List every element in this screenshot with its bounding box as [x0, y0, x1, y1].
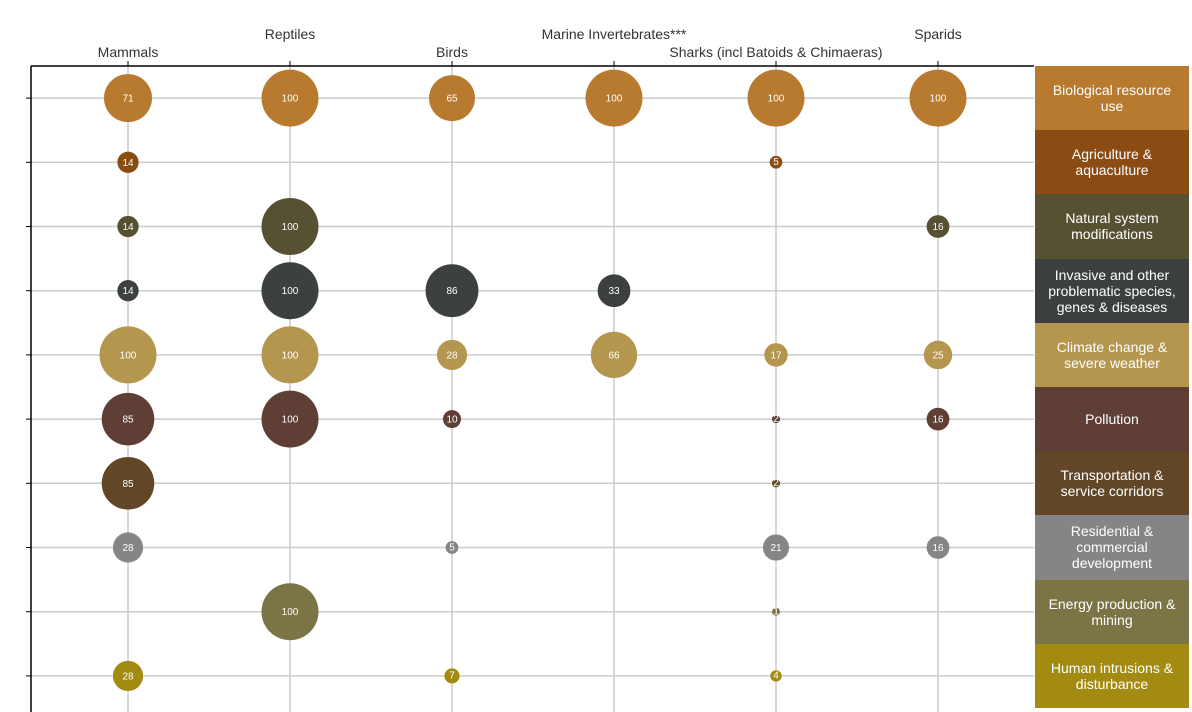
bubble — [261, 390, 319, 448]
bubble — [923, 340, 953, 370]
bubble — [261, 262, 319, 320]
bubble-value-label: 86 — [446, 286, 458, 297]
bubble — [445, 541, 459, 554]
bubble — [764, 343, 788, 367]
bubble — [261, 583, 319, 641]
bubble — [103, 74, 153, 123]
bubble-value-label: 100 — [930, 94, 947, 105]
bubble-value-label: 2 — [773, 414, 779, 425]
bubble-value-label: 25 — [932, 350, 944, 361]
bubble — [429, 75, 475, 122]
row-label: Human intrusions & disturbance — [1035, 643, 1189, 708]
bubble-value-label: 100 — [282, 94, 299, 105]
row-label: Energy production & mining — [1035, 579, 1189, 644]
bubble-value-label: 100 — [768, 94, 785, 105]
bubble-value-label: 14 — [122, 222, 134, 233]
bubble-value-label: 16 — [932, 415, 944, 426]
bubble — [117, 151, 139, 173]
bubble-value-label: 16 — [932, 222, 944, 233]
column-label: Sparids — [914, 26, 961, 42]
bubble — [261, 326, 319, 384]
bubble-value-label: 28 — [122, 543, 134, 554]
bubble — [261, 69, 319, 127]
bubble — [585, 69, 643, 127]
bubble-value-label: 66 — [608, 350, 620, 361]
row-label: Climate change & severe weather — [1035, 322, 1189, 387]
row-label: Residential & commercial development — [1035, 515, 1189, 580]
bubble — [436, 339, 468, 370]
bubble-value-label: 10 — [446, 415, 458, 426]
column-label: Sharks (incl Batoids & Chimaeras) — [669, 44, 882, 60]
bubble — [926, 407, 950, 431]
bubble-value-label: 28 — [122, 671, 134, 682]
row-label: Transportation & service corridors — [1035, 451, 1189, 516]
bubble-value-label: 17 — [770, 350, 782, 361]
bubble — [117, 215, 139, 238]
bubble-value-label: 21 — [770, 543, 782, 554]
bubble — [771, 415, 781, 424]
column-label: Marine Invertebrates*** — [542, 26, 687, 42]
row-label: Pollution — [1035, 387, 1189, 452]
bubble — [442, 410, 462, 429]
bubble — [926, 215, 950, 238]
column-label: Mammals — [98, 44, 159, 60]
gridlines — [31, 66, 1034, 712]
bubble-value-label: 14 — [122, 286, 134, 297]
bubble-value-label: 5 — [449, 542, 455, 553]
row-label: Natural system modifications — [1035, 194, 1189, 259]
bubble — [425, 264, 479, 318]
bubble-value-label: 85 — [122, 479, 134, 490]
bubble-value-label: 100 — [282, 607, 299, 618]
row-label: Biological resource use — [1035, 66, 1189, 131]
bubble — [444, 668, 460, 684]
bubble-value-label: 16 — [932, 543, 944, 554]
bubble-value-label: 5 — [773, 157, 779, 168]
bubble — [112, 660, 144, 691]
bubble — [261, 198, 319, 255]
bubble-value-label: 28 — [446, 350, 458, 361]
bubble — [926, 536, 950, 559]
bubble — [769, 155, 783, 169]
bubble — [772, 607, 780, 616]
bubble — [909, 69, 967, 127]
bubble — [597, 274, 631, 308]
bubble-value-label: 100 — [282, 415, 299, 426]
bubble-value-label: 4 — [773, 671, 779, 682]
bubble — [99, 326, 157, 384]
bubble-value-label: 100 — [606, 94, 623, 105]
column-labels: Mammals Reptiles Birds Marine Invertebrates… — [98, 26, 962, 60]
column-label: Birds — [436, 44, 468, 60]
bubble-value-label: 2 — [773, 478, 779, 489]
row-label: Agriculture & aquaculture — [1035, 130, 1189, 195]
column-label: Reptiles — [265, 26, 316, 42]
bubble — [770, 670, 782, 682]
bubble — [590, 331, 638, 379]
bubble-value-label: 85 — [122, 415, 134, 426]
bubble-value-label: 33 — [608, 286, 620, 297]
row-label: Invasive and other problematic species, … — [1035, 258, 1189, 323]
bubble — [112, 532, 144, 563]
bubble-value-label: 100 — [282, 286, 299, 297]
chart-frame — [26, 61, 1034, 712]
bubble — [762, 534, 790, 561]
bubble — [771, 479, 781, 488]
bubble-value-label: 100 — [120, 350, 137, 361]
bubble — [101, 457, 155, 510]
bubble-value-label: 7 — [449, 671, 455, 682]
bubble — [747, 69, 805, 127]
bubble-value-label: 1 — [773, 607, 779, 618]
bubble-value-label: 14 — [122, 158, 134, 169]
bubble-value-label: 100 — [282, 222, 299, 233]
bubble-value-label: 65 — [446, 94, 458, 105]
bubble — [117, 280, 139, 302]
bubble-value-label: 71 — [122, 94, 134, 105]
bubble — [101, 392, 155, 446]
bubble-value-label: 100 — [282, 350, 299, 361]
